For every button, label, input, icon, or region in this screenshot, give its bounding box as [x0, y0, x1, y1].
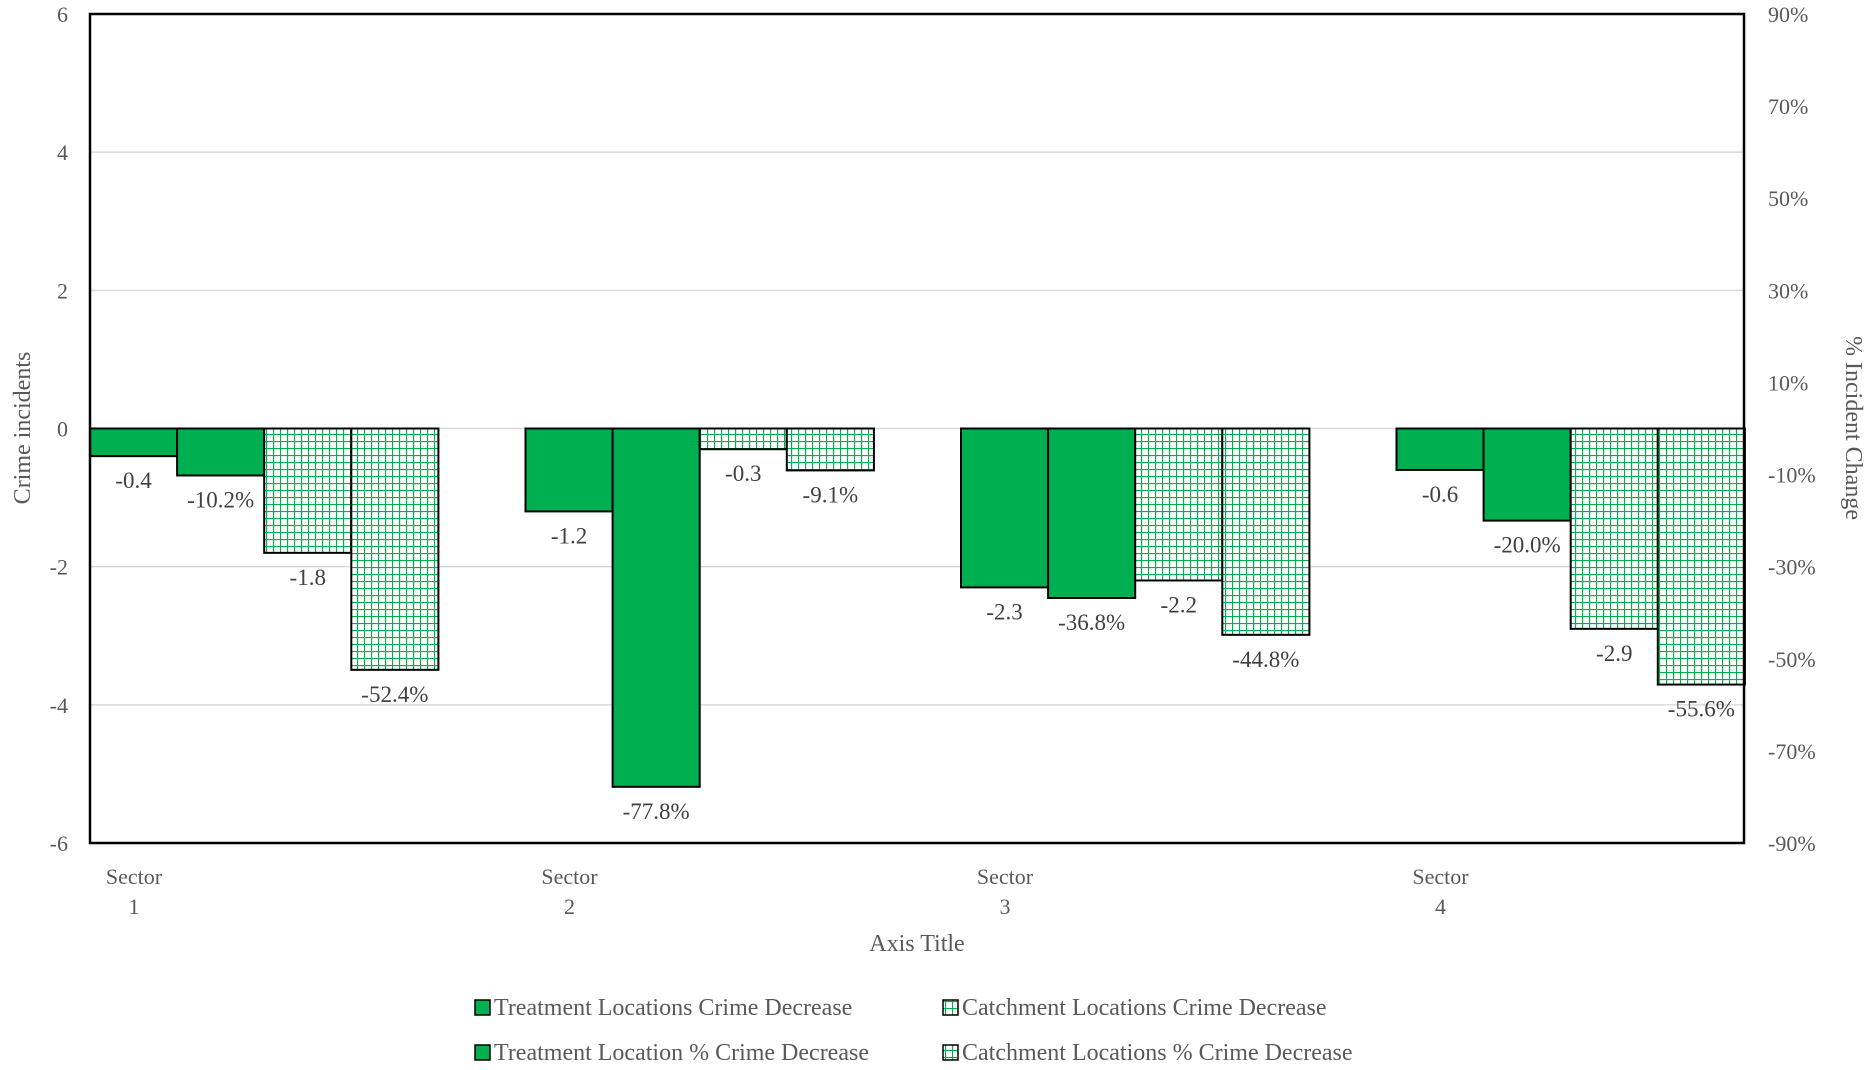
y2-tick-label: 10%	[1768, 370, 1808, 395]
bar-grid-3	[1134, 427, 1224, 582]
data-label: -0.4	[115, 468, 152, 493]
y-tick-label: 0	[57, 417, 68, 442]
y2-tick-label: -30%	[1768, 555, 1816, 580]
x-axis-category-labels: Sector 1 Sector 2 Sector 3 Sector 4	[106, 864, 1469, 919]
data-label: -2.2	[1161, 592, 1197, 617]
bar-grid-1	[350, 427, 440, 671]
bar-grid-1	[263, 427, 353, 554]
data-label: -55.6%	[1668, 697, 1735, 722]
bar-solid-2	[524, 427, 614, 513]
y-tick-label: -6	[50, 831, 68, 856]
x-axis-title: Axis Title	[869, 931, 964, 957]
y2-tick-label: -90%	[1768, 831, 1816, 856]
y2-tick-label: 70%	[1768, 94, 1808, 119]
x-category-label: Sector 4	[1412, 864, 1469, 919]
data-label: -2.9	[1596, 641, 1632, 666]
bar-solid-4	[1482, 427, 1572, 522]
bars	[89, 427, 1746, 788]
data-label: -20.0%	[1494, 533, 1561, 558]
data-label: -1.8	[290, 565, 326, 590]
legend-swatch	[942, 999, 959, 1016]
x-category-label: Sector 1	[106, 864, 163, 919]
data-label: -2.3	[986, 599, 1022, 624]
legend-swatch	[474, 1044, 491, 1061]
data-label: -44.8%	[1232, 647, 1299, 672]
legend-label: Catchment Locations % Crime Decrease	[962, 1040, 1353, 1066]
bar-grid-2	[698, 427, 788, 451]
secondary-y-axis-ticks: 90% 70% 50% 30% 10% -10% -30% -50% -70% -90%	[1768, 2, 1816, 856]
y-tick-label: 6	[57, 2, 68, 27]
y2-tick-label: -50%	[1768, 647, 1816, 672]
bar-solid-1	[89, 427, 179, 458]
legend-label: Treatment Location % Crime Decrease	[494, 1040, 869, 1066]
y2-tick-label: -10%	[1768, 463, 1816, 488]
bar-solid-2	[611, 427, 701, 788]
y2-tick-label: -70%	[1768, 739, 1816, 764]
data-label: -52.4%	[361, 682, 428, 707]
bar-grid-2	[785, 427, 875, 472]
y-tick-label: -4	[50, 693, 68, 718]
data-label: -1.2	[551, 523, 587, 548]
y2-tick-label: 30%	[1768, 278, 1808, 303]
bar-grid-4	[1569, 427, 1659, 630]
legend: Treatment Locations Crime Decrease Catchm…	[474, 995, 1353, 1066]
plot-area-frame	[88, 12, 1746, 845]
bar-grid-4	[1656, 427, 1746, 686]
data-labels: -0.4 -10.2% -1.8 -52.4% -1.2 -77.8% -0.3 -9.1% -…	[115, 461, 1735, 824]
primary-y-axis-ticks: 6 4 2 0 -2 -4 -6	[50, 2, 68, 856]
data-label: -9.1%	[803, 482, 859, 507]
data-label: -0.6	[1422, 482, 1458, 507]
legend-label: Catchment Locations Crime Decrease	[962, 995, 1327, 1021]
bar-solid-4	[1395, 427, 1485, 471]
legend-swatch	[942, 1044, 959, 1061]
y-axis-title: Crime incidents	[10, 352, 36, 505]
y2-tick-label: 90%	[1768, 2, 1808, 27]
bar-grid-3	[1221, 427, 1311, 636]
legend-label: Treatment Locations Crime Decrease	[494, 995, 852, 1021]
y-tick-label: 2	[57, 278, 68, 303]
y-tick-label: -2	[50, 555, 68, 580]
data-label: -36.8%	[1058, 610, 1125, 635]
secondary-y-axis-title: % Incident Change	[1840, 336, 1866, 520]
bar-solid-3	[960, 427, 1050, 589]
bar-solid-3	[1047, 427, 1137, 599]
data-label: -77.8%	[623, 799, 690, 824]
data-label: -0.3	[725, 461, 761, 486]
x-category-label: Sector 3	[977, 864, 1034, 919]
y-tick-label: 4	[57, 140, 68, 165]
bar-solid-1	[176, 427, 266, 477]
x-category-label: Sector 2	[541, 864, 598, 919]
legend-swatch	[474, 999, 491, 1016]
data-label: -10.2%	[187, 487, 254, 512]
y2-tick-label: 50%	[1768, 186, 1808, 211]
